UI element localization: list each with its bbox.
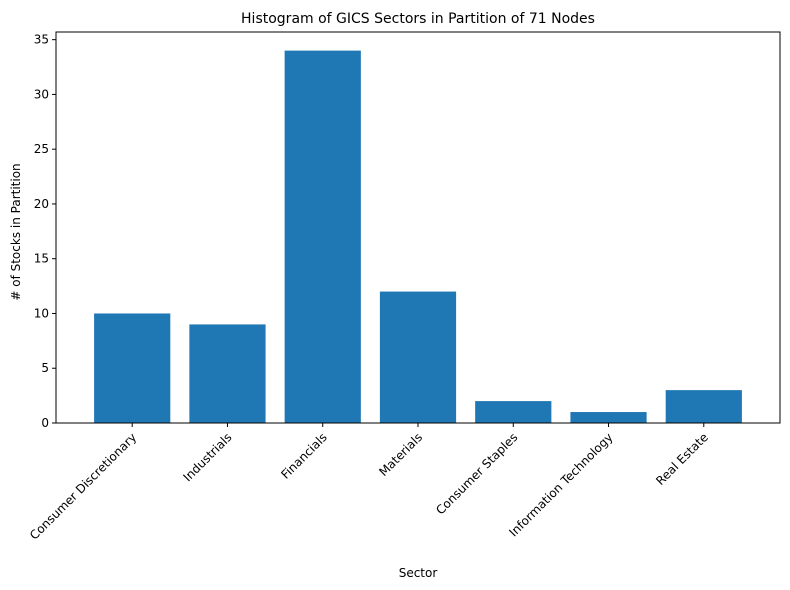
- y-axis-label: # of Stocks in Partition: [9, 163, 23, 300]
- bar-1: [189, 324, 266, 423]
- bar-3: [379, 291, 457, 423]
- bar-5: [570, 412, 647, 423]
- y-axis: 0 5 10 15 20 25 30 35: [34, 33, 56, 430]
- y-tick-label-2: 10: [34, 306, 49, 320]
- axes-frame: [55, 31, 781, 424]
- bar-0: [94, 313, 171, 423]
- chart-title: Histogram of GICS Sectors in Partition o…: [241, 11, 595, 27]
- x-tick-label-5: Information Technology: [506, 430, 615, 539]
- plot-border: [55, 31, 781, 424]
- x-axis-label: Sector: [399, 566, 438, 580]
- y-tick-label-1: 5: [41, 361, 49, 375]
- bar-2: [284, 50, 361, 423]
- bars-group: [94, 50, 742, 423]
- y-tick-label-4: 20: [34, 197, 49, 211]
- x-tick-label-6: Real Estate: [653, 430, 711, 488]
- bar-4: [475, 401, 552, 423]
- x-tick-label-3: Materials: [376, 430, 425, 479]
- x-tick-label-0: Consumer Discretionary: [27, 430, 139, 542]
- y-tick-label-3: 15: [34, 252, 49, 266]
- bar-6: [665, 390, 742, 423]
- x-axis: Consumer Discretionary Industrials Financi…: [27, 423, 711, 543]
- y-tick-label-0: 0: [41, 416, 49, 430]
- x-tick-label-1: Industrials: [180, 430, 234, 484]
- x-tick-label-2: Financials: [278, 430, 329, 481]
- y-tick-label-5: 25: [34, 142, 49, 156]
- y-tick-label-7: 35: [34, 33, 49, 47]
- y-tick-label-6: 30: [34, 87, 49, 101]
- x-tick-label-4: Consumer Staples: [433, 430, 520, 517]
